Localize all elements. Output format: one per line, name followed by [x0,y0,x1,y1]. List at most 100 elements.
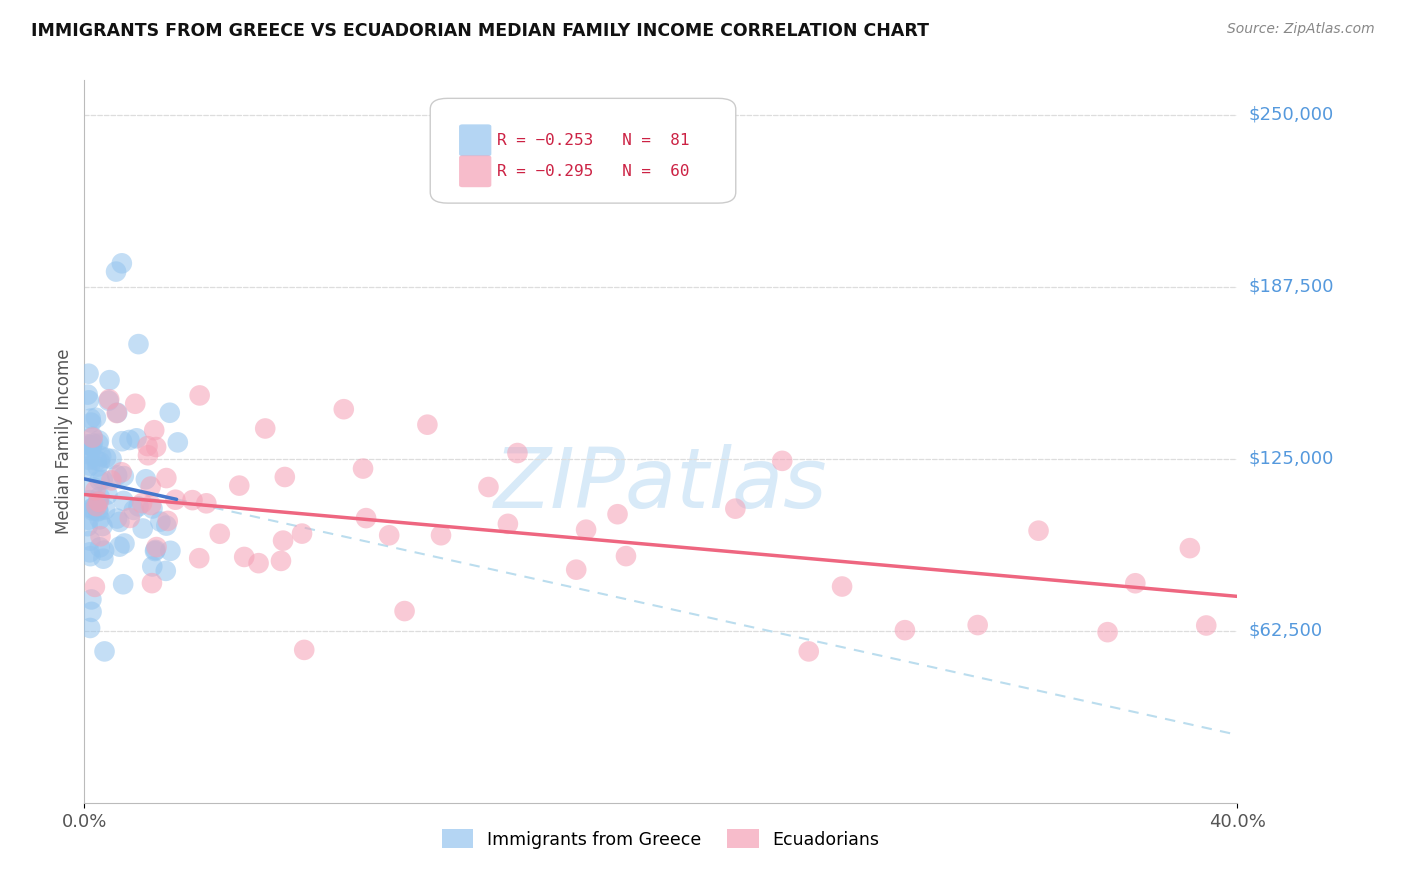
Point [80,440,103,454]
Point [112,494,135,508]
Point [87,494,110,508]
Point [108,515,131,529]
Point [506,446,529,460]
Text: $250,000: $250,000 [1249,105,1334,124]
Point [80,592,103,607]
Point [1123,576,1146,591]
Point [333,402,356,417]
Text: $62,500: $62,500 [1249,622,1323,640]
Point [1178,541,1201,556]
Point [108,540,131,554]
Point [141,559,163,574]
Point [188,388,211,402]
Point [89,529,111,543]
Point [93,543,115,558]
Point [80,416,103,430]
Point [94,450,117,465]
Point [79,549,101,563]
Point [100,474,122,488]
Point [141,576,163,591]
Point [165,492,187,507]
Point [271,533,294,548]
Point [112,469,135,483]
Point [208,526,231,541]
Point [105,511,128,525]
Point [86,453,108,467]
Legend: Immigrants from Greece, Ecuadorians: Immigrants from Greece, Ecuadorians [434,822,887,855]
Point [254,421,277,435]
Point [724,501,747,516]
Point [82,429,104,443]
Point [352,461,374,475]
Point [155,518,177,533]
Point [80,501,103,516]
Point [76,519,98,533]
Point [76,387,98,401]
Point [84,410,107,425]
Point [141,501,163,516]
Point [124,397,146,411]
Point [79,438,101,452]
Text: Source: ZipAtlas.com: Source: ZipAtlas.com [1227,22,1375,37]
Point [797,644,820,658]
Text: $187,500: $187,500 [1249,277,1334,296]
Point [496,516,519,531]
Point [247,556,270,570]
Point [111,434,134,449]
Point [105,264,128,278]
Point [79,621,101,635]
Point [1097,625,1119,640]
Point [274,470,297,484]
Point [94,502,117,516]
Point [292,643,315,657]
Text: $125,000: $125,000 [1249,450,1334,467]
Point [91,519,114,533]
Point [122,503,145,517]
Point [82,501,104,516]
Point [98,392,121,407]
Point [135,472,157,486]
Point [770,454,793,468]
Point [228,478,250,492]
Text: R = −0.253   N =  81: R = −0.253 N = 81 [498,133,689,148]
Point [76,437,98,451]
Point [89,474,111,488]
Point [270,554,292,568]
Point [127,337,149,351]
Point [155,564,177,578]
FancyBboxPatch shape [460,155,491,187]
Point [112,577,135,591]
Point [83,580,105,594]
Point [354,511,377,525]
Point [89,490,111,504]
Point [93,551,115,566]
Point [159,544,181,558]
Point [614,549,637,563]
FancyBboxPatch shape [460,124,491,156]
Point [87,434,110,448]
Point [77,513,100,527]
Point [125,431,148,445]
Point [105,468,128,483]
Point [97,393,120,408]
Point [145,440,167,454]
Point [1195,618,1218,632]
Point [378,528,401,542]
Point [89,512,111,526]
Point [159,406,181,420]
Point [118,511,141,525]
Point [831,580,853,594]
Point [145,542,167,557]
Point [80,605,103,619]
Point [77,452,100,467]
Point [87,436,110,450]
Point [477,480,499,494]
Point [100,452,122,467]
Point [96,487,118,501]
Point [111,256,134,270]
Point [430,528,453,542]
Point [86,500,108,514]
FancyBboxPatch shape [430,98,735,203]
Point [233,549,256,564]
Point [149,515,172,529]
